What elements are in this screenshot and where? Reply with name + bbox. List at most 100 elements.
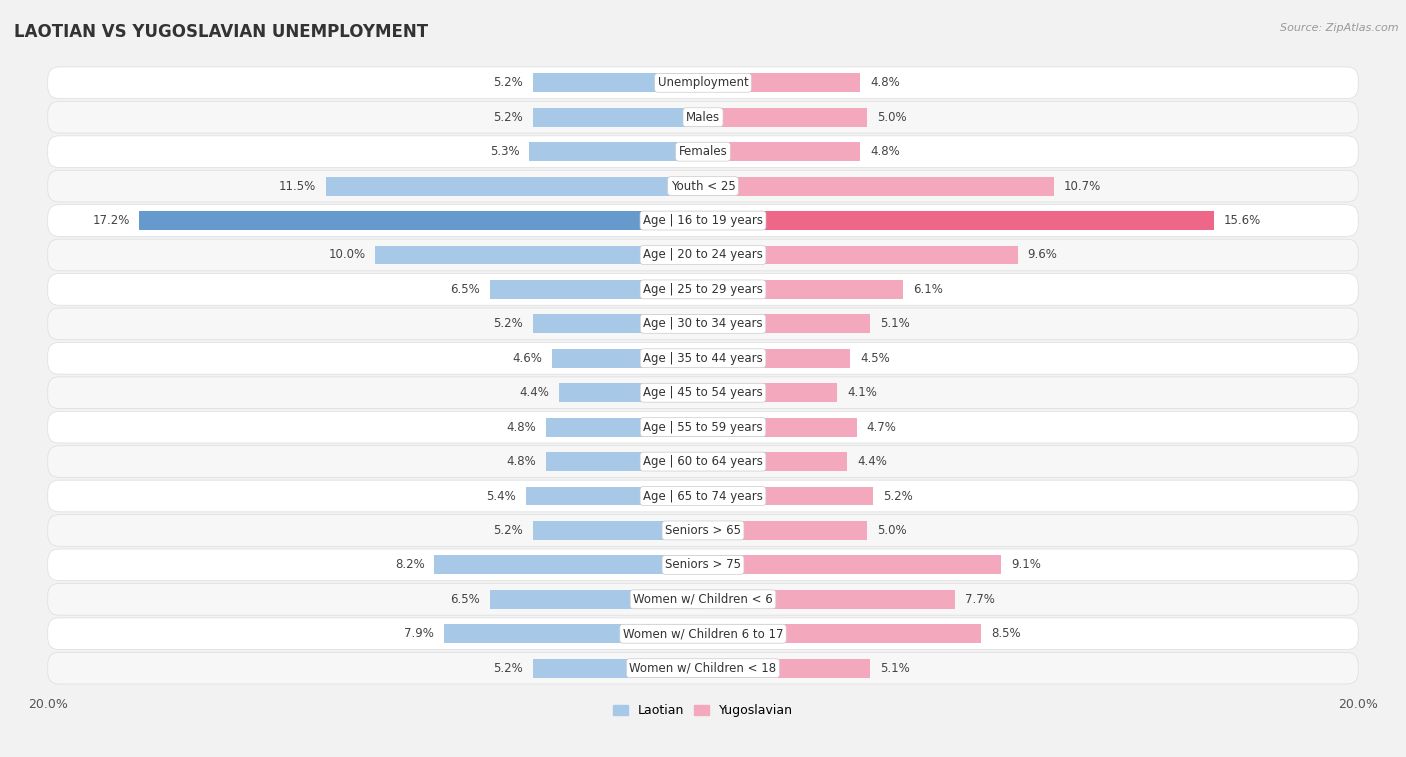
Text: Age | 65 to 74 years: Age | 65 to 74 years	[643, 490, 763, 503]
Text: 9.1%: 9.1%	[1011, 559, 1040, 572]
Text: 11.5%: 11.5%	[280, 179, 316, 192]
Text: 15.6%: 15.6%	[1223, 214, 1261, 227]
Text: 5.0%: 5.0%	[876, 524, 907, 537]
Text: Age | 20 to 24 years: Age | 20 to 24 years	[643, 248, 763, 261]
Text: 5.2%: 5.2%	[494, 524, 523, 537]
Text: Age | 30 to 34 years: Age | 30 to 34 years	[643, 317, 763, 330]
FancyBboxPatch shape	[48, 653, 1358, 684]
Bar	[703, 383, 838, 402]
Text: 6.5%: 6.5%	[450, 593, 481, 606]
Bar	[491, 590, 703, 609]
Bar	[533, 107, 703, 126]
Text: 5.2%: 5.2%	[494, 317, 523, 330]
Text: 4.8%: 4.8%	[506, 455, 536, 468]
Text: 5.2%: 5.2%	[883, 490, 912, 503]
Bar	[375, 245, 703, 264]
Text: 5.1%: 5.1%	[880, 317, 910, 330]
Bar	[703, 487, 873, 506]
Text: 4.6%: 4.6%	[513, 352, 543, 365]
Bar	[533, 314, 703, 333]
Text: Age | 45 to 54 years: Age | 45 to 54 years	[643, 386, 763, 399]
Text: 7.7%: 7.7%	[965, 593, 995, 606]
Bar	[491, 280, 703, 299]
FancyBboxPatch shape	[48, 273, 1358, 305]
Bar	[703, 176, 1053, 195]
Bar	[703, 73, 860, 92]
Text: Age | 55 to 59 years: Age | 55 to 59 years	[643, 421, 763, 434]
Text: Youth < 25: Youth < 25	[671, 179, 735, 192]
Bar	[530, 142, 703, 161]
Text: 5.2%: 5.2%	[494, 76, 523, 89]
Text: Women w/ Children < 18: Women w/ Children < 18	[630, 662, 776, 674]
Text: Age | 16 to 19 years: Age | 16 to 19 years	[643, 214, 763, 227]
Bar	[703, 625, 981, 643]
Bar	[553, 349, 703, 368]
Text: 5.1%: 5.1%	[880, 662, 910, 674]
Text: 4.4%: 4.4%	[519, 386, 548, 399]
FancyBboxPatch shape	[48, 480, 1358, 512]
Text: 5.0%: 5.0%	[876, 111, 907, 123]
Text: 8.5%: 8.5%	[991, 628, 1021, 640]
Text: 4.8%: 4.8%	[870, 76, 900, 89]
Bar	[533, 521, 703, 540]
Text: Age | 60 to 64 years: Age | 60 to 64 years	[643, 455, 763, 468]
Bar	[533, 659, 703, 678]
Text: Age | 25 to 29 years: Age | 25 to 29 years	[643, 283, 763, 296]
FancyBboxPatch shape	[48, 377, 1358, 409]
Bar	[703, 659, 870, 678]
Text: 4.1%: 4.1%	[848, 386, 877, 399]
Bar	[558, 383, 703, 402]
Bar	[703, 452, 848, 471]
Text: Males: Males	[686, 111, 720, 123]
Text: 5.2%: 5.2%	[494, 662, 523, 674]
Bar	[139, 211, 703, 230]
FancyBboxPatch shape	[48, 67, 1358, 98]
Bar	[703, 107, 868, 126]
FancyBboxPatch shape	[48, 411, 1358, 443]
Text: Seniors > 65: Seniors > 65	[665, 524, 741, 537]
Text: 8.2%: 8.2%	[395, 559, 425, 572]
Bar	[703, 211, 1215, 230]
Text: 10.7%: 10.7%	[1063, 179, 1101, 192]
Text: Unemployment: Unemployment	[658, 76, 748, 89]
Bar	[703, 280, 903, 299]
Text: Source: ZipAtlas.com: Source: ZipAtlas.com	[1281, 23, 1399, 33]
Text: 5.2%: 5.2%	[494, 111, 523, 123]
FancyBboxPatch shape	[48, 342, 1358, 374]
FancyBboxPatch shape	[48, 549, 1358, 581]
Text: 4.4%: 4.4%	[858, 455, 887, 468]
FancyBboxPatch shape	[48, 515, 1358, 547]
FancyBboxPatch shape	[48, 308, 1358, 340]
Text: 6.1%: 6.1%	[912, 283, 942, 296]
Bar	[526, 487, 703, 506]
Bar	[703, 556, 1001, 575]
Bar	[703, 418, 858, 437]
Text: 4.8%: 4.8%	[506, 421, 536, 434]
Text: 10.0%: 10.0%	[329, 248, 366, 261]
Bar	[546, 452, 703, 471]
FancyBboxPatch shape	[48, 101, 1358, 133]
FancyBboxPatch shape	[48, 204, 1358, 236]
Text: Women w/ Children < 6: Women w/ Children < 6	[633, 593, 773, 606]
FancyBboxPatch shape	[48, 618, 1358, 650]
Text: 4.7%: 4.7%	[868, 421, 897, 434]
FancyBboxPatch shape	[48, 136, 1358, 167]
Bar	[533, 73, 703, 92]
Bar	[326, 176, 703, 195]
Text: Age | 35 to 44 years: Age | 35 to 44 years	[643, 352, 763, 365]
Bar	[703, 590, 955, 609]
FancyBboxPatch shape	[48, 170, 1358, 202]
Bar	[703, 349, 851, 368]
Text: 6.5%: 6.5%	[450, 283, 481, 296]
Bar	[703, 314, 870, 333]
Text: LAOTIAN VS YUGOSLAVIAN UNEMPLOYMENT: LAOTIAN VS YUGOSLAVIAN UNEMPLOYMENT	[14, 23, 429, 41]
Text: Females: Females	[679, 145, 727, 158]
Legend: Laotian, Yugoslavian: Laotian, Yugoslavian	[607, 699, 799, 722]
Text: 9.6%: 9.6%	[1028, 248, 1057, 261]
Text: 5.4%: 5.4%	[486, 490, 516, 503]
Text: 4.5%: 4.5%	[860, 352, 890, 365]
FancyBboxPatch shape	[48, 239, 1358, 271]
Bar	[444, 625, 703, 643]
Text: 7.9%: 7.9%	[405, 628, 434, 640]
Text: 4.8%: 4.8%	[870, 145, 900, 158]
